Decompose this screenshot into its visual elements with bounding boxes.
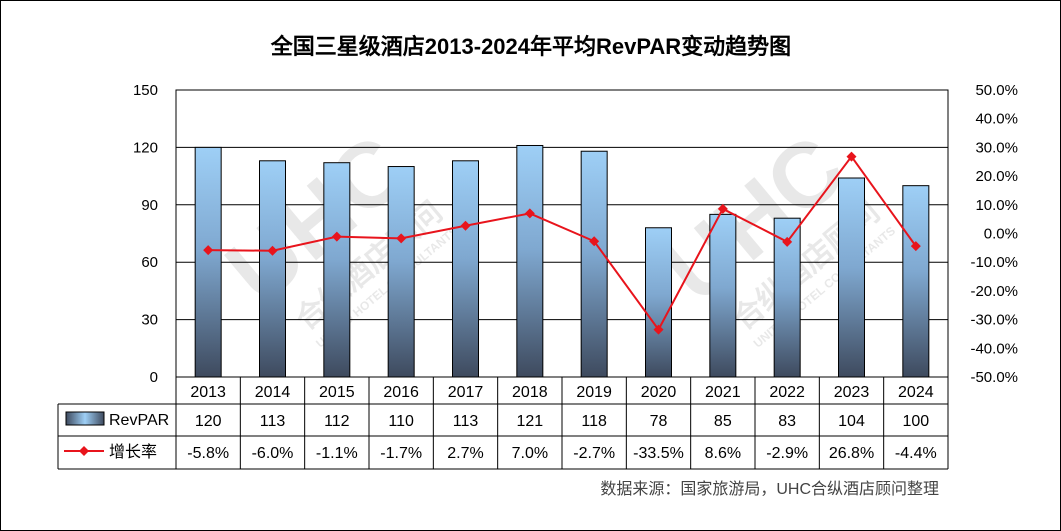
legend-key-growth-marker (79, 446, 89, 456)
data-label-growth: -2.7% (573, 445, 615, 462)
right-tick-label: -10.0% (970, 254, 1018, 271)
right-axis-tick-labels: -50.0% -40.0% -30.0% -20.0% -10.0% 0.0% 10.0% 2… (970, 82, 1018, 386)
data-label-revpar: 85 (714, 413, 732, 430)
right-tick-label: 0.0% (984, 226, 1018, 243)
category-label: 2022 (769, 384, 805, 401)
bar-2015 (323, 162, 351, 378)
right-tick-label: 30.0% (975, 139, 1018, 156)
data-label-revpar: 121 (516, 413, 543, 430)
category-label: 2018 (512, 384, 548, 401)
data-label-growth: -33.5% (633, 445, 684, 462)
growth-point-2014 (267, 245, 278, 256)
bar-2019 (580, 150, 608, 378)
data-label-revpar: 78 (650, 413, 668, 430)
category-label: 2023 (834, 384, 870, 401)
data-table: 2013 2014 2015 2016 2017 2018 2019 2020 2021 2022… (57, 377, 949, 470)
data-label-growth: -2.9% (766, 445, 808, 462)
right-tick-label: -20.0% (970, 283, 1018, 300)
source-note: 数据来源：国家旅游局，UHC合纵酒店顾问整理 (600, 480, 939, 498)
data-label-revpar: 110 (388, 413, 414, 430)
data-label-revpar: 118 (581, 413, 607, 430)
data-label-revpar: 104 (838, 413, 865, 430)
category-label: 2024 (898, 384, 934, 401)
bar-2014 (259, 160, 286, 378)
growth-point-2017 (460, 220, 471, 231)
data-label-growth: 2.7% (447, 445, 483, 462)
bar-2023 (838, 177, 865, 378)
legend-key-revpar (65, 411, 105, 426)
data-label-revpar: 112 (324, 413, 350, 430)
right-tick-label: 50.0% (975, 82, 1018, 99)
data-label-revpar: 113 (260, 413, 286, 430)
left-tick-label: 120 (133, 139, 158, 156)
right-tick-label: 40.0% (975, 111, 1018, 128)
chart-title: 全国三星级酒店2013-2024年平均RevPAR变动趋势图 (270, 34, 791, 59)
category-label: 2013 (190, 384, 226, 401)
data-label-growth: 8.6% (705, 445, 741, 462)
data-label-growth: -6.0% (252, 445, 294, 462)
legend-label-growth: 增长率 (109, 443, 157, 461)
data-label-revpar: 100 (902, 413, 929, 430)
growth-point-2021 (717, 203, 728, 214)
left-tick-label: 0 (150, 369, 158, 386)
growth-point-2019 (589, 236, 600, 247)
bar-2013 (194, 146, 222, 378)
growth-line (208, 154, 917, 332)
right-tick-label: -40.0% (970, 340, 1018, 357)
bar-2018 (516, 144, 544, 378)
left-tick-label: 150 (133, 82, 158, 99)
right-tick-label: 20.0% (975, 168, 1018, 185)
bar-2020 (645, 227, 672, 378)
data-label-revpar: 83 (778, 413, 796, 430)
growth-point-2018 (524, 208, 535, 219)
data-label-growth: 26.8% (829, 445, 874, 462)
growth-point-2013 (203, 245, 214, 256)
legend-label-revpar: RevPAR (109, 412, 169, 429)
left-axis-tick-labels: 0 30 60 90 120 150 (133, 82, 158, 386)
left-tick-label: 30 (141, 312, 158, 329)
line-series (203, 151, 921, 335)
category-label: 2021 (705, 384, 741, 401)
right-tick-label: 10.0% (975, 197, 1018, 214)
category-label: 2014 (255, 384, 291, 401)
bar-2016 (387, 166, 415, 378)
growth-point-2022 (782, 236, 793, 247)
left-tick-label: 90 (141, 197, 158, 214)
left-tick-label: 60 (141, 254, 158, 271)
growth-point-2023 (846, 151, 857, 162)
bar-2021 (709, 213, 737, 378)
data-label-growth: -5.8% (187, 445, 229, 462)
data-label-growth: -4.4% (895, 445, 937, 462)
category-label: 2016 (383, 384, 419, 401)
data-label-growth: 7.0% (512, 445, 548, 462)
growth-point-2015 (331, 231, 342, 242)
data-label-revpar: 120 (195, 413, 222, 430)
right-tick-label: -50.0% (970, 369, 1018, 386)
bar-2017 (452, 160, 479, 378)
growth-point-2020 (653, 324, 664, 335)
category-label: 2015 (319, 384, 355, 401)
growth-point-2016 (396, 233, 407, 244)
right-tick-label: -30.0% (970, 312, 1018, 329)
bar-series (194, 144, 930, 378)
data-label-growth: -1.7% (380, 445, 422, 462)
bar-2024 (902, 185, 930, 378)
data-label-growth: -1.1% (316, 445, 358, 462)
data-label-revpar: 113 (453, 413, 479, 430)
growth-point-2024 (910, 241, 921, 252)
category-label: 2017 (448, 384, 484, 401)
category-label: 2020 (641, 384, 677, 401)
category-label: 2019 (576, 384, 612, 401)
